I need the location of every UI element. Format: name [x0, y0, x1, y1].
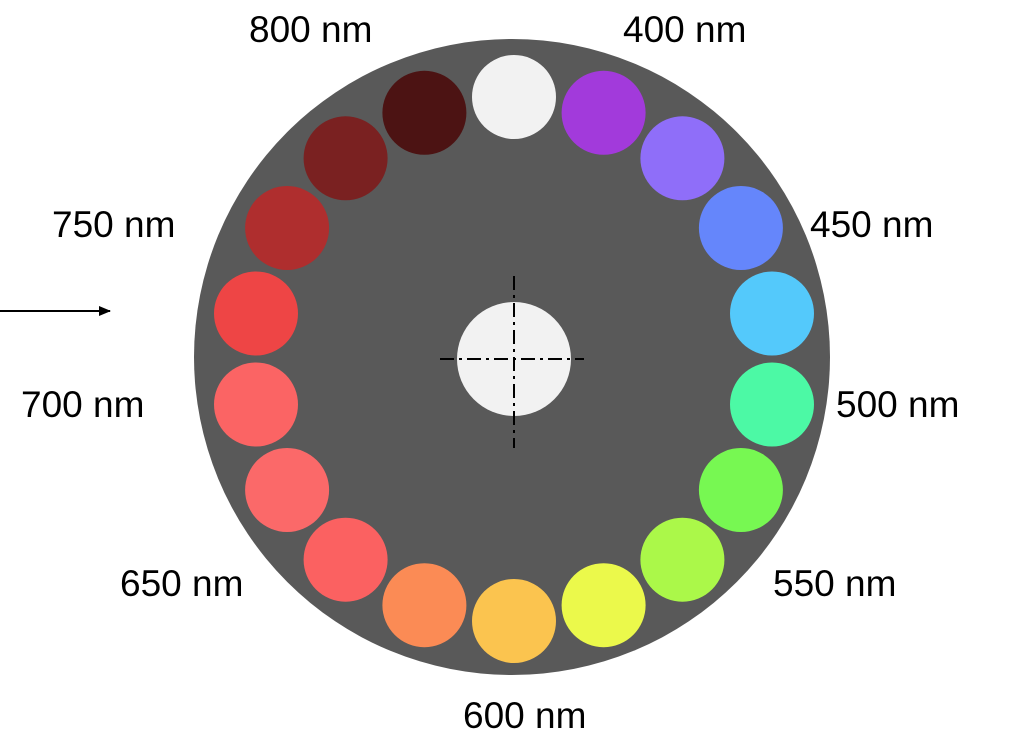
filter-circle [730, 362, 814, 447]
label-650nm: 650 nm [120, 563, 244, 604]
filter-circle [472, 579, 556, 663]
filter-circle [561, 70, 646, 155]
filter-circle [730, 271, 814, 356]
filter-circle [245, 186, 330, 270]
filter-circle [698, 186, 783, 270]
label-800nm: 800 nm [249, 9, 373, 50]
label-500nm: 500 nm [836, 384, 960, 425]
filter-circle [214, 271, 298, 356]
filter-circle [640, 116, 725, 201]
filter-set [214, 55, 814, 663]
filter-circle [303, 517, 388, 602]
filter-circle [472, 55, 556, 139]
crosshair-icon [440, 276, 584, 448]
filter-circle [640, 517, 725, 602]
filter-circle [561, 563, 646, 648]
label-750nm: 750 nm [52, 204, 176, 245]
label-550nm: 550 nm [773, 563, 897, 604]
filter-circle [245, 448, 330, 532]
label-600nm: 600 nm [463, 695, 587, 736]
filter-circle [303, 116, 388, 201]
label-400nm: 400 nm [623, 9, 747, 50]
filter-circle [214, 362, 298, 447]
filter-circle [382, 70, 467, 155]
filter-circle [382, 563, 467, 648]
label-450nm: 450 nm [810, 204, 934, 245]
label-700nm: 700 nm [21, 384, 145, 425]
filter-circle [698, 448, 783, 532]
